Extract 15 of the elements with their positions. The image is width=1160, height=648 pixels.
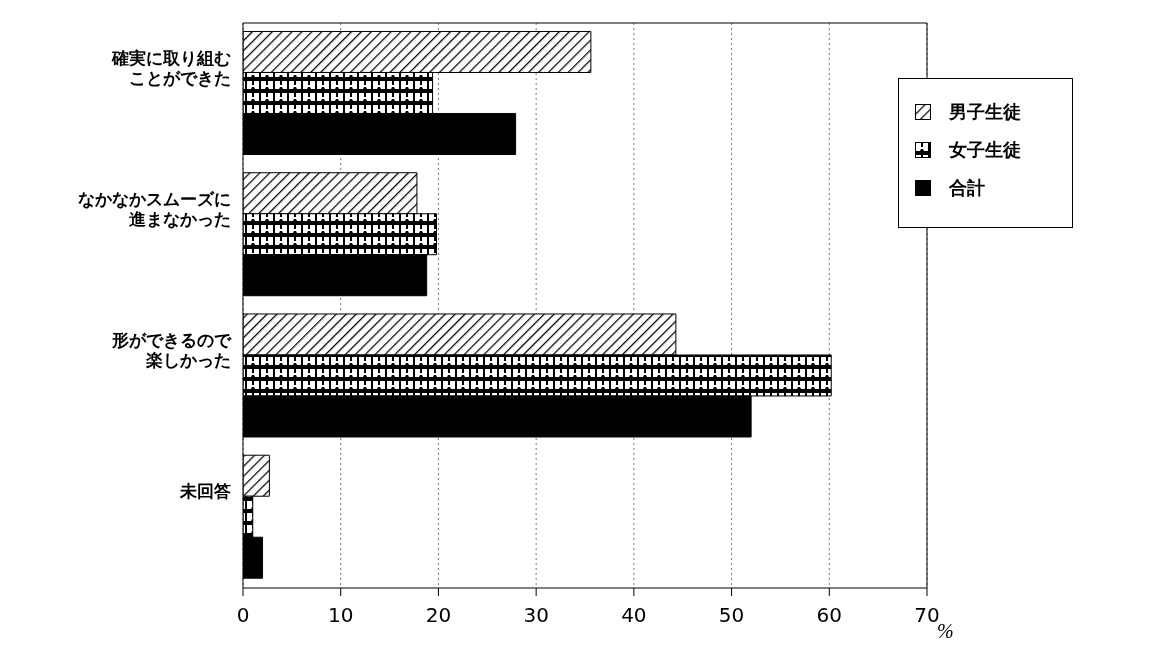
legend-label: 男子生徒 <box>949 100 1021 124</box>
x-tick-label: 40 <box>621 603 647 628</box>
legend-label: 合計 <box>949 176 985 200</box>
legend-label: 女子生徒 <box>949 138 1021 162</box>
y-tick-label: 形ができるので楽しかった <box>111 330 232 371</box>
x-tick-label: 20 <box>425 603 452 628</box>
y-tick-label: なかなかスムーズに進まなかった <box>78 188 231 229</box>
x-tick-label: 60 <box>816 603 843 628</box>
x-tick-label: 30 <box>523 603 549 628</box>
x-axis-title: % <box>937 620 954 643</box>
x-tick-label: 10 <box>327 603 354 628</box>
y-tick-label: 未回答 <box>179 481 231 502</box>
x-tick-label: 0 <box>236 603 250 628</box>
y-tick-label: 確実に取り組むことができた <box>111 47 231 88</box>
x-tick-label: 50 <box>718 603 745 628</box>
